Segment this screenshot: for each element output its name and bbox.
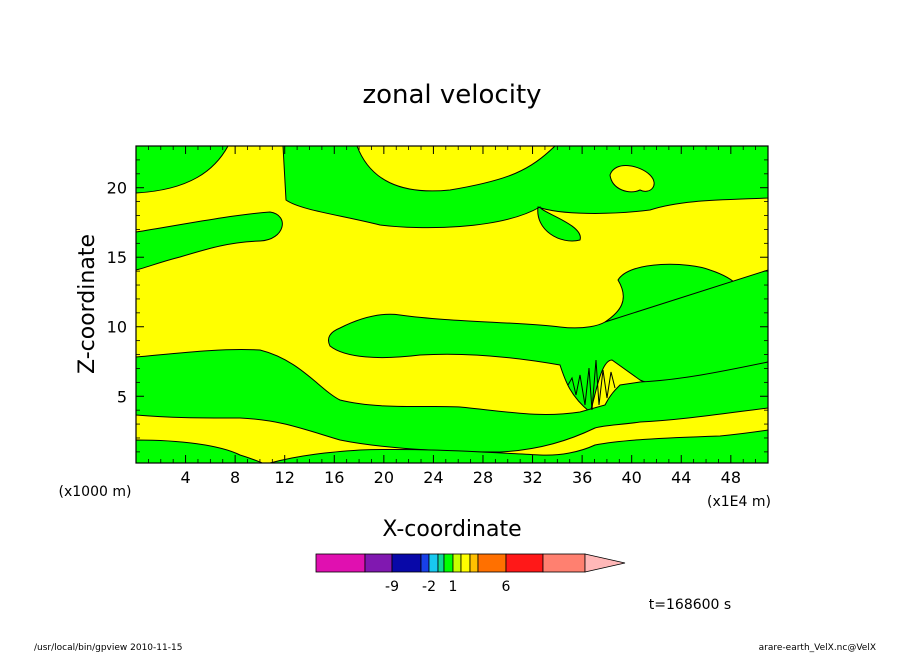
- colorbar-segment: [364, 553, 393, 573]
- colorbar-segment: [477, 553, 507, 573]
- colorbar-segment: [428, 553, 439, 573]
- x-tick-label: 8: [230, 468, 240, 487]
- y-tick-label: 20: [107, 179, 127, 198]
- contour-region-positive-islet: [609, 165, 655, 193]
- x-tick-label: 12: [275, 468, 295, 487]
- colorbar-segment: [391, 553, 422, 573]
- colorbar-tick-label: 6: [502, 579, 511, 595]
- time-label: t=168600 s: [649, 597, 731, 613]
- y-axis-ticks: 5 10 15 20: [107, 159, 768, 453]
- y-axis-label: Z-coordinate: [75, 234, 100, 374]
- contour-region-negative: [327, 269, 769, 413]
- x-tick-label: 24: [423, 468, 443, 487]
- colorbar-segment: [542, 553, 586, 573]
- x-tick-label: 32: [522, 468, 542, 487]
- colorbar-tick-label: 1: [449, 579, 458, 595]
- y-tick-label: 15: [107, 248, 127, 267]
- x-tick-label: 40: [622, 468, 642, 487]
- y-tick-label: 10: [107, 318, 127, 337]
- contour-region-negative: [135, 439, 263, 464]
- perturbation-contour: [567, 359, 616, 411]
- x-tick-label: 44: [671, 468, 691, 487]
- contour-region-negative: [269, 429, 769, 464]
- x-axis-label: X-coordinate: [382, 517, 521, 542]
- x-tick-label: 16: [324, 468, 344, 487]
- colorbar: -9 -2 1 6: [315, 553, 626, 595]
- y-tick-label: 5: [117, 387, 127, 406]
- plot-frame: [135, 145, 769, 464]
- footer-left: /usr/local/bin/gpview 2010-11-15: [34, 643, 182, 653]
- x-axis-unit: (x1E4 m): [707, 494, 771, 510]
- colorbar-segment: [437, 553, 445, 573]
- x-tick-label: 48: [721, 468, 741, 487]
- colorbar-segment: [443, 553, 454, 573]
- contour-region-negative: [135, 211, 283, 271]
- colorbar-segment: [452, 553, 462, 573]
- contour-region-negative: [282, 145, 769, 242]
- x-tick-label: 20: [374, 468, 394, 487]
- colorbar-segment: [460, 553, 471, 573]
- colorbar-segment: [469, 553, 479, 573]
- colorbar-segment: [420, 553, 430, 573]
- colorbar-extension-arrow: [584, 553, 626, 573]
- footer-right: arare-earth_VelX.nc@VelX: [759, 643, 876, 653]
- x-tick-label: 28: [473, 468, 493, 487]
- chart-title: zonal velocity: [362, 80, 541, 110]
- colorbar-segment: [505, 553, 544, 573]
- contour-plot-area: [135, 145, 769, 464]
- x-tick-label: 36: [572, 468, 592, 487]
- y-axis-unit: (x1000 m): [59, 484, 132, 500]
- colorbar-tick-label: -9: [385, 579, 399, 595]
- x-tick-label: 4: [180, 468, 190, 487]
- colorbar-segment: [315, 553, 366, 573]
- colorbar-tick-label: -2: [422, 579, 436, 595]
- contour-region-negative: [135, 145, 229, 194]
- x-axis-ticks: 4 8 12 16 20 24 28 32 36 40 44 48: [147, 146, 757, 487]
